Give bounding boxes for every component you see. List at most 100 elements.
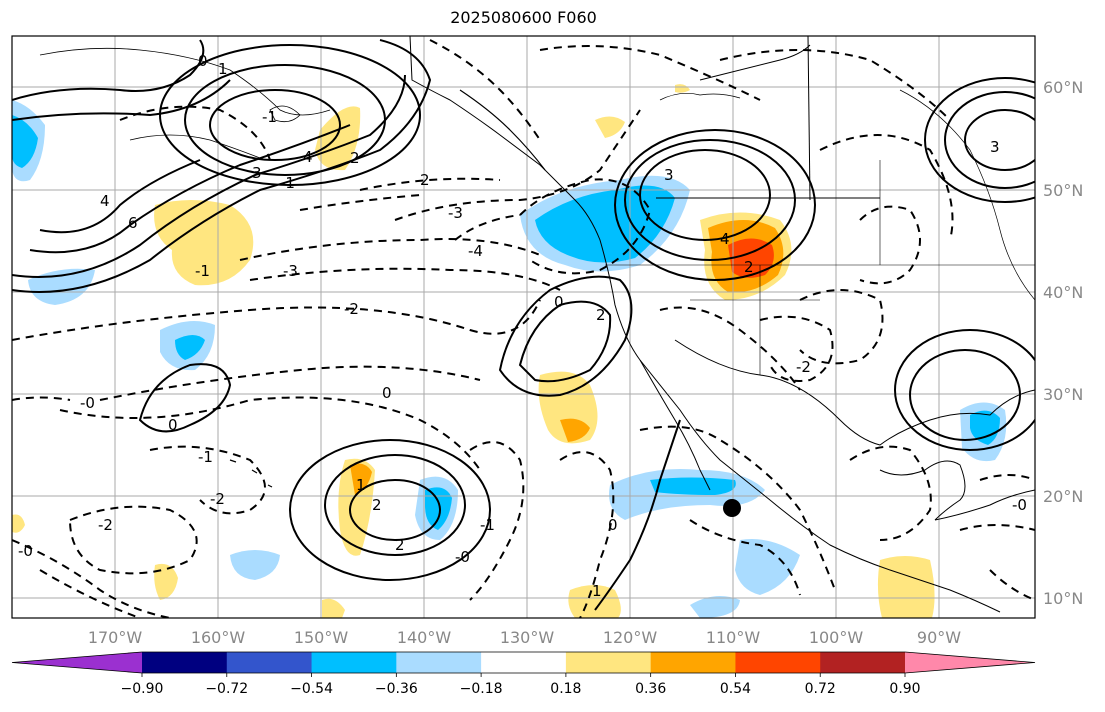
colorbar: −0.90 −0.72 −0.54 −0.36 −0.18 0.18 0.36 0.54 0.7… (11, 651, 1036, 697)
contour-trough-11 (149, 445, 266, 515)
contour-high-rockies-2 (624, 139, 796, 261)
contour-label: -1 (280, 174, 295, 192)
contour-label: -0 (18, 542, 33, 560)
shade-positive-gulf-alaska (315, 106, 361, 171)
contour-label: 1 (356, 476, 366, 494)
shade-negative-epac-core (650, 477, 736, 495)
lon-tick-label: 130°W (500, 628, 555, 647)
map-title: 2025080600 F060 (450, 8, 597, 27)
contours-solid (12, 39, 1035, 611)
lat-tick-label: 20°N (1043, 487, 1083, 506)
contour-trough-19 (759, 315, 834, 382)
contour-label: -0 (455, 548, 470, 566)
contour-trough-pnw-7 (249, 267, 561, 291)
contour-high-gulf-alaska-1 (209, 89, 341, 161)
map-panel (12, 36, 1035, 618)
contour-high-gulf-alaska-3 (159, 44, 421, 186)
contour-label: 6 (128, 214, 138, 232)
shade-negative-epac-bottom (690, 596, 740, 618)
contour-label: -0 (1012, 496, 1027, 514)
contour-label: 0 (554, 293, 564, 311)
contour-trough-32 (39, 569, 141, 618)
lat-tick-label: 30°N (1043, 385, 1083, 404)
shade-positive-subtrop-core (560, 418, 590, 442)
colorbar-extension-max (905, 652, 1035, 673)
colorbar-segment (311, 652, 397, 673)
contour-label: 0 (608, 516, 618, 534)
colorbar-tick-label: 0.90 (889, 681, 920, 697)
contour-jet-2 (12, 74, 406, 278)
contour-label: 3 (990, 138, 1000, 156)
contour-label: 4 (720, 230, 730, 248)
colorbar-tick-label: −0.36 (375, 681, 418, 697)
contour-trough-15 (559, 451, 615, 618)
contour-label: -1 (195, 262, 210, 280)
contour-label: 2 (395, 536, 405, 554)
contour-zero-cpac (138, 363, 232, 433)
anomaly-shading (12, 84, 1007, 618)
contour-trough-26 (849, 445, 932, 541)
contour-high-hawaii-3 (289, 439, 491, 581)
contours-dashed (12, 39, 1035, 618)
contour-high-gulf-1 (909, 349, 1021, 441)
lon-tick-label: 90°W (917, 628, 961, 647)
colorbar-tick-label: 0.36 (635, 681, 666, 697)
contour-label: 2 (372, 496, 382, 514)
lat-tick-label: 50°N (1043, 181, 1083, 200)
contour-jet-4 (39, 159, 201, 234)
shade-positive-hawaii-ne-core (350, 463, 372, 495)
contour-trough-20 (659, 306, 801, 391)
colorbar-segment (650, 652, 736, 673)
contour-trough-13 (12, 539, 171, 618)
colorbar-extension-min (12, 652, 142, 673)
shade-negative-hawaii-e-core (425, 487, 452, 530)
contour-trough-30 (12, 396, 71, 401)
contour-labels: 0 1 -1 2 3 4 -1 2 -3 6 4 -1 -3 -2 3 -4 0… (18, 52, 1027, 600)
map-frame (11, 35, 1036, 619)
colorbar-segment (226, 652, 313, 673)
contour-label: 0 (198, 52, 208, 70)
colorbar-tick-label: −0.54 (290, 681, 333, 697)
contour-trough-14 (469, 441, 525, 601)
contour-label: 0 (382, 384, 392, 402)
contour-trough-31 (119, 105, 271, 161)
colorbar-segment (396, 652, 482, 673)
contour-trough-23 (719, 49, 951, 121)
contour-label: 2 (420, 171, 430, 189)
contour-label: 4 (100, 192, 110, 210)
contour-trough-12 (68, 505, 198, 575)
contour-label: 2 (350, 149, 360, 167)
contour-jet-5 (12, 39, 205, 101)
shade-negative-gulf-core (970, 410, 1000, 445)
contour-label: -2 (796, 358, 811, 376)
lon-tick-label: 120°W (603, 628, 658, 647)
contour-jet-3 (29, 124, 351, 254)
lat-tick-label: 10°N (1043, 589, 1083, 608)
colorbar-segment (565, 652, 652, 673)
shade-negative-c-pacific-core (175, 335, 205, 360)
shade-positive-c-america (877, 556, 935, 618)
contour-label: -2 (344, 300, 359, 318)
contour-label: -3 (283, 262, 298, 280)
colorbar-tick-label: −0.18 (460, 681, 503, 697)
contour-high-ne-2 (944, 91, 1035, 189)
contour-label: -4 (468, 242, 483, 260)
contour-jet-1 (12, 39, 432, 293)
contour-trough-pnw-6 (239, 238, 541, 261)
contour-trough-pnw-1 (519, 178, 652, 275)
contour-trough-pnw-4 (359, 177, 501, 191)
colorbar-segment (735, 652, 821, 673)
contour-trough-22 (819, 134, 954, 241)
contour-label: -2 (98, 516, 113, 534)
contour-high-ne-1 (964, 109, 1035, 171)
contour-trough-pnw-2 (454, 214, 521, 241)
contour-label: 3 (252, 164, 262, 182)
contour-label: -1 (198, 448, 213, 466)
lon-tick-label: 150°W (294, 628, 349, 647)
shade-positive-hawaii-sw (154, 563, 178, 600)
lon-tick-label: 140°W (397, 628, 452, 647)
contour-trough-16 (639, 425, 836, 591)
contour-label: -0 (80, 394, 95, 412)
contour-label: 2 (744, 258, 754, 276)
